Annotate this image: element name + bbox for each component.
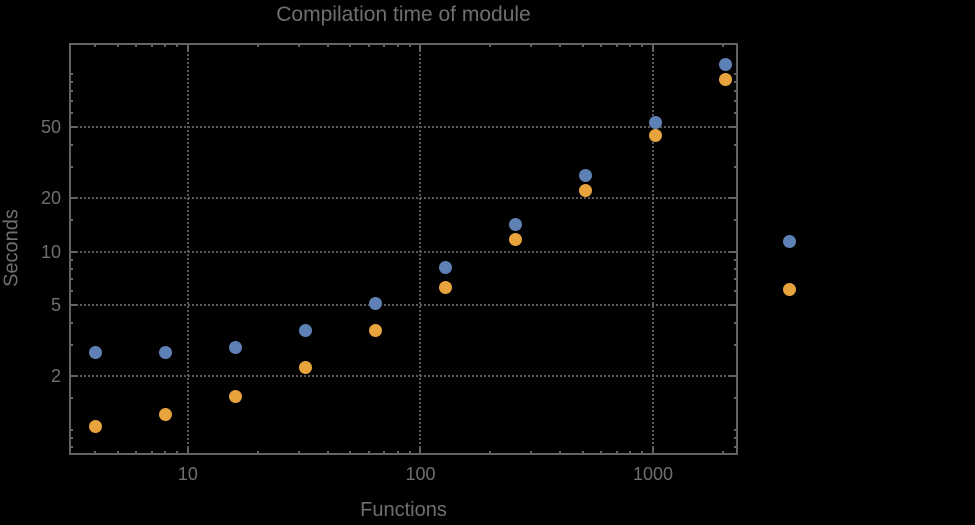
gridline-horizontal <box>69 126 738 129</box>
y-axis-tick-mirror <box>730 304 738 307</box>
y-axis-tick-mirror <box>730 126 738 129</box>
gridline-vertical <box>419 43 422 455</box>
y-axis-tick <box>69 90 73 93</box>
y-axis-tick <box>69 343 73 346</box>
y-tick-label: 10 <box>40 241 61 262</box>
data-point-orange <box>438 280 452 294</box>
data-point-blue <box>298 324 312 338</box>
y-axis-tick <box>69 278 73 281</box>
x-axis-tick <box>419 447 422 455</box>
x-axis-tick-mirror <box>176 43 179 47</box>
y-tick-label: 20 <box>40 188 61 209</box>
x-axis-tick-mirror <box>396 43 399 47</box>
data-point-orange <box>718 72 732 86</box>
data-point-orange <box>648 129 662 142</box>
x-axis-tick <box>652 447 654 455</box>
x-axis-tick-mirror <box>629 43 632 47</box>
x-axis-tick-mirror <box>652 43 654 51</box>
x-axis-tick-mirror <box>164 43 167 47</box>
x-axis-tick-mirror <box>349 43 352 47</box>
y-axis-tick <box>69 321 73 324</box>
x-axis-tick-mirror <box>641 43 644 47</box>
x-axis-tick-mirror <box>94 43 97 47</box>
y-axis-tick <box>69 304 77 307</box>
y-axis-tick <box>69 100 73 103</box>
x-axis-tick-mirror <box>530 43 533 47</box>
x-axis-tick-mirror <box>722 43 724 47</box>
chart-title: Compilation time of module <box>276 3 531 26</box>
y-axis-tick <box>69 397 73 400</box>
x-axis-tick-mirror <box>135 43 138 47</box>
x-axis-tick-mirror <box>256 43 259 47</box>
y-tick-label: 2 <box>50 366 61 387</box>
data-point-orange <box>228 390 242 404</box>
data-point-blue <box>648 116 662 130</box>
y-axis-tick <box>69 290 73 293</box>
data-point-orange <box>578 183 592 197</box>
x-axis-tick-mirror <box>615 43 618 47</box>
data-point-orange <box>368 324 382 338</box>
data-point-orange <box>298 360 312 374</box>
y-axis-tick <box>69 112 73 115</box>
x-axis-label: Functions <box>360 499 447 521</box>
gridline-horizontal <box>69 197 738 200</box>
plot-frame <box>69 43 738 455</box>
x-axis-tick-mirror <box>383 43 386 47</box>
x-tick-label: 100 <box>405 464 436 484</box>
y-axis-tick <box>69 445 73 448</box>
gridline-horizontal <box>69 375 738 378</box>
y-axis-tick <box>69 219 73 222</box>
x-tick-label: 10 <box>177 464 198 484</box>
y-axis-tick-mirror <box>730 197 738 200</box>
legend-orange-marker <box>782 282 796 296</box>
y-axis-tick <box>69 72 73 75</box>
y-axis-tick <box>69 258 73 261</box>
data-point-blue <box>578 169 592 183</box>
y-tick-label: 5 <box>50 295 61 316</box>
y-axis-tick <box>69 126 77 129</box>
y-axis-tick-mirror <box>730 375 738 378</box>
x-axis-tick-mirror <box>326 43 329 47</box>
data-point-orange <box>88 420 102 434</box>
x-axis-tick-mirror <box>116 43 119 47</box>
data-point-blue <box>368 297 382 311</box>
x-axis-tick-mirror <box>419 43 422 51</box>
x-axis-tick-mirror <box>150 43 153 47</box>
y-axis-tick <box>69 80 73 83</box>
data-point-blue <box>438 260 452 274</box>
x-axis-tick-mirror <box>582 43 584 47</box>
y-axis-tick <box>69 143 73 146</box>
x-axis-tick-mirror <box>559 43 562 47</box>
x-axis-tick <box>186 447 189 455</box>
y-tick-label: 50 <box>40 117 61 138</box>
data-point-orange <box>508 233 522 247</box>
gridline-horizontal <box>69 304 738 307</box>
x-tick-label: 1000 <box>632 464 674 484</box>
gridline-horizontal <box>69 250 738 253</box>
y-axis-tick <box>69 250 77 253</box>
x-axis-tick-mirror <box>186 43 189 51</box>
legend-blue-marker <box>782 234 796 248</box>
y-axis-tick-mirror <box>730 250 738 253</box>
y-axis-tick <box>69 197 77 200</box>
y-axis-tick <box>69 267 73 270</box>
x-axis-tick-mirror <box>297 43 300 47</box>
data-point-blue <box>228 340 242 354</box>
x-axis-tick-mirror <box>489 43 492 47</box>
data-point-blue <box>718 57 732 71</box>
x-axis-tick-mirror <box>408 43 411 47</box>
y-axis-tick <box>69 165 73 168</box>
data-point-blue <box>508 217 522 231</box>
data-point-blue <box>158 346 172 360</box>
data-point-blue <box>88 346 102 360</box>
x-axis-tick-mirror <box>367 43 370 47</box>
gridline-vertical <box>652 43 654 455</box>
y-axis-tick <box>69 436 73 439</box>
y-axis-tick <box>69 375 77 378</box>
x-axis-tick-mirror <box>600 43 603 47</box>
y-axis-tick <box>69 428 73 431</box>
data-point-orange <box>158 407 172 421</box>
gridline-vertical <box>186 43 189 455</box>
